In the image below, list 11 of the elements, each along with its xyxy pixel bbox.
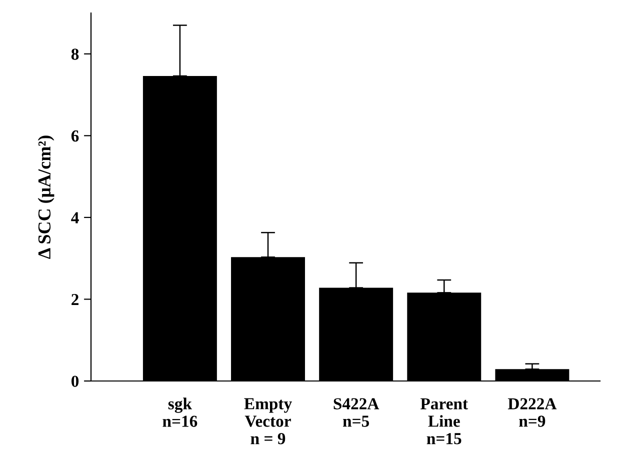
x-tick-label: Parent Line n=15 [420,398,468,444]
x-tick-label: D222A n=9 [508,398,557,427]
x-tick-label: S422A n=5 [334,398,380,427]
y-tick-label: 8 [71,48,79,60]
y-tick-label: 6 [71,130,79,142]
x-tick-label: Empty Vector n = 9 [244,398,292,444]
x-tick-label: sgk n=16 [162,398,198,427]
y-axis-title: Δ SCC (μA/cm²) [38,136,54,259]
y-tick-label: 0 [71,376,79,387]
y-tick-label: 2 [72,294,78,306]
y-tick-label: 4 [71,212,79,224]
